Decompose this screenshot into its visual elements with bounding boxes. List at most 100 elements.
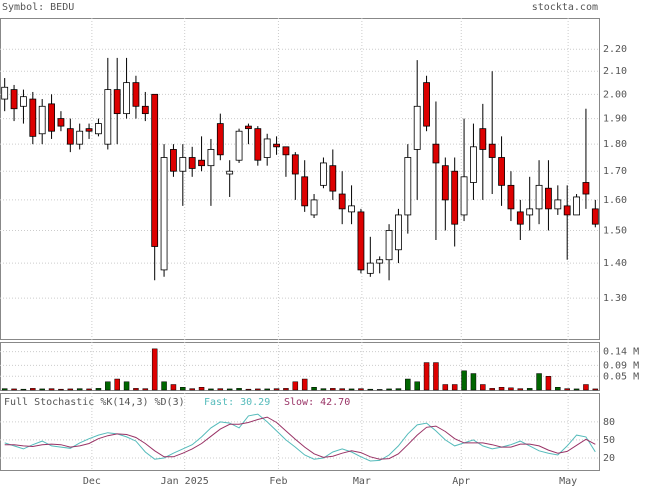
candle-body	[160, 157, 168, 271]
candle-body	[554, 199, 562, 210]
candle-body	[310, 199, 318, 216]
stochastic-line	[4, 413, 596, 462]
volume-bar	[123, 381, 130, 391]
volume-bar	[283, 388, 289, 391]
volume-bar	[161, 381, 167, 391]
candle-body	[563, 205, 571, 216]
volume-bar	[545, 376, 552, 391]
candle-body	[460, 176, 468, 216]
stochastic-line	[4, 416, 596, 460]
x-tick-label: Apr	[452, 476, 470, 486]
candle-body	[404, 157, 412, 216]
candle-body	[423, 82, 430, 127]
x-tick-label: Jan 2025	[161, 476, 209, 486]
candle-body	[470, 146, 477, 183]
volume-panel	[0, 342, 600, 391]
volume-bar	[461, 370, 467, 391]
volume-bar	[536, 373, 542, 391]
volume-bar	[376, 389, 383, 391]
volume-bar	[451, 384, 458, 391]
candle-body	[132, 82, 140, 107]
x-tick-label: Dec	[83, 476, 101, 486]
volume-bar	[489, 388, 495, 391]
candle-body	[151, 93, 159, 247]
volume-bar	[330, 388, 336, 391]
candle-body	[451, 170, 459, 225]
candle-body	[273, 143, 280, 148]
volume-bar	[339, 388, 345, 391]
y-tick-label: 1.90	[603, 114, 627, 125]
volume-bar	[30, 388, 36, 391]
y-tick-label: 0.14 M	[603, 347, 639, 358]
volume-bar	[11, 388, 17, 391]
candle-body	[235, 130, 243, 161]
volume-bar	[480, 384, 486, 391]
volume-bar	[20, 388, 27, 391]
volume-bar	[95, 388, 102, 391]
candle-body	[366, 262, 374, 274]
candle-body	[582, 182, 590, 195]
volume-bar	[592, 388, 599, 391]
candle-body	[76, 130, 84, 145]
volume-bar	[414, 381, 420, 391]
volume-bar	[358, 388, 364, 391]
legend-label: Slow: 42.70	[284, 397, 350, 408]
candle-body	[95, 123, 102, 135]
candle-body	[395, 214, 402, 251]
candle-body	[545, 187, 552, 210]
volume-bar	[245, 388, 252, 391]
volume-bar	[564, 388, 570, 391]
candle-body	[301, 176, 309, 207]
volume-bar	[105, 381, 111, 391]
stochastic-title: Full Stochastic %K(14,3) %D(3)	[4, 397, 185, 408]
candle-body	[488, 143, 496, 158]
volume-bar	[39, 388, 45, 391]
volume-bar	[526, 388, 533, 391]
candle-body	[179, 157, 187, 172]
volume-bar	[470, 373, 477, 391]
candle-body	[29, 98, 37, 137]
x-tick-label: Feb	[269, 476, 287, 486]
candle-body	[1, 86, 9, 100]
legend-label: Fast: 30.29	[204, 397, 270, 408]
volume-bar	[170, 384, 177, 391]
candle-body	[123, 82, 130, 115]
candle-body	[291, 154, 299, 175]
y-tick-label: 2.10	[603, 66, 627, 77]
volume-bar	[442, 384, 449, 391]
volume-bar	[273, 388, 280, 391]
candle-body	[141, 105, 149, 115]
volume-bar	[508, 387, 514, 391]
candle-body	[216, 123, 224, 156]
candle-body	[526, 208, 534, 216]
y-tick-label: 0.09 M	[603, 360, 639, 371]
volume-bar	[292, 381, 299, 391]
volume-bar	[311, 387, 317, 391]
y-tick-label: 20	[603, 453, 615, 464]
candle-body	[66, 128, 74, 145]
candle-body	[376, 259, 384, 264]
candle-body	[254, 128, 262, 161]
candle-body	[207, 149, 215, 167]
volume-bar	[367, 388, 374, 391]
candle-body	[85, 128, 93, 132]
volume-bar	[86, 388, 92, 391]
volume-bar	[151, 348, 158, 391]
y-tick-label: 1.70	[603, 166, 627, 177]
candle-body	[226, 170, 234, 175]
y-tick-label: 0.05 M	[603, 371, 639, 382]
volume-bar	[498, 387, 505, 391]
candle-body	[413, 105, 421, 150]
y-tick-label: 50	[603, 435, 615, 446]
y-tick-label: 1.30	[603, 293, 627, 304]
candle-body	[535, 184, 543, 210]
candle-body	[591, 208, 599, 225]
candle-body	[320, 162, 327, 186]
candle-body	[198, 159, 205, 167]
volume-bar	[348, 388, 355, 391]
volume-bar	[264, 388, 270, 391]
candle-body	[282, 146, 290, 156]
candle-body	[441, 165, 449, 201]
candle-body	[498, 157, 505, 186]
candle-body	[245, 125, 252, 130]
